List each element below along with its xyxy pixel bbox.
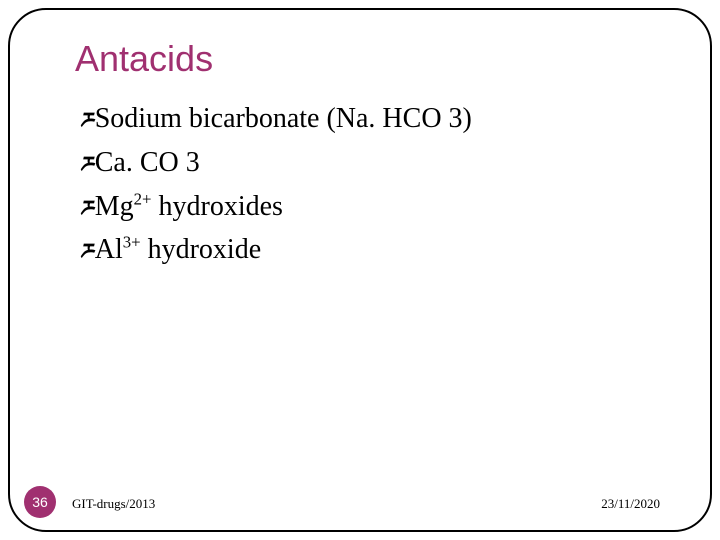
page-number-badge: 36 <box>24 486 56 518</box>
bullet-icon: ཬ <box>82 237 93 267</box>
slide: Antacids ཬ Sodium bicarbonate (Na. HCO 3… <box>0 0 720 540</box>
bullet-text: Sodium bicarbonate (Na. HCO 3) <box>95 100 472 138</box>
list-item: ཬ Ca. CO 3 <box>82 144 660 182</box>
list-item: ཬ Mg2+ hydroxides <box>82 188 660 226</box>
bullet-text: Ca. CO 3 <box>95 144 200 182</box>
bullet-text: Al3+ hydroxide <box>95 231 261 269</box>
slide-title: Antacids <box>75 38 213 80</box>
list-item: ཬ Al3+ hydroxide <box>82 231 660 269</box>
bullet-icon: ཬ <box>82 194 93 224</box>
list-item: ཬ Sodium bicarbonate (Na. HCO 3) <box>82 100 660 138</box>
footer-date: 23/11/2020 <box>601 496 660 512</box>
bullet-icon: ཬ <box>82 106 93 136</box>
bullet-list: ཬ Sodium bicarbonate (Na. HCO 3) ཬ Ca. C… <box>82 100 660 275</box>
bullet-icon: ཬ <box>82 150 93 180</box>
bullet-text: Mg2+ hydroxides <box>95 188 283 226</box>
footer-left: GIT-drugs/2013 <box>72 496 155 512</box>
